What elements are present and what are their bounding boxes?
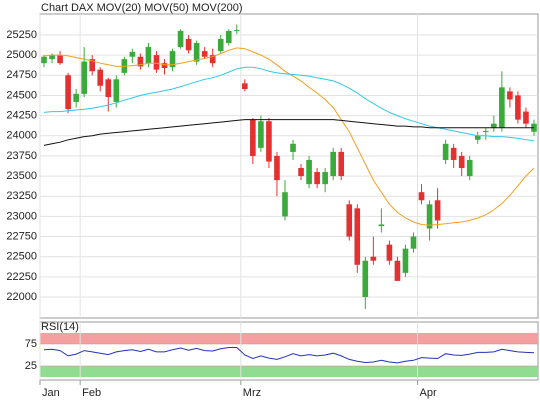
y-tick-label: 25 bbox=[25, 360, 37, 372]
legend-label: MOV(200) bbox=[192, 2, 243, 14]
candle-body bbox=[458, 155, 465, 169]
candle-body bbox=[523, 111, 529, 124]
x-tick-label: Jan bbox=[42, 387, 60, 399]
y-tick-label: 22500 bbox=[6, 251, 37, 263]
candle-body bbox=[338, 151, 345, 177]
candle-body bbox=[386, 244, 393, 261]
candle-body bbox=[209, 55, 216, 64]
moving-average-line bbox=[43, 119, 534, 146]
y-tick-label: 22250 bbox=[6, 271, 37, 283]
candle-body bbox=[274, 155, 280, 181]
moving-average-line bbox=[43, 66, 535, 142]
candle-body bbox=[314, 172, 320, 185]
x-tick-label: Feb bbox=[82, 387, 101, 399]
candle-body bbox=[466, 159, 473, 177]
candle-body bbox=[57, 55, 63, 64]
candle-body bbox=[169, 51, 176, 68]
candle-body bbox=[298, 168, 304, 177]
candle-body bbox=[266, 121, 272, 162]
candle-body bbox=[410, 236, 417, 249]
candle-body bbox=[482, 130, 489, 132]
candle-body bbox=[322, 172, 328, 185]
candle-body bbox=[97, 69, 104, 86]
candle-body bbox=[89, 59, 96, 72]
candle-body bbox=[290, 143, 296, 152]
candle-body bbox=[153, 55, 160, 70]
candle-body bbox=[507, 91, 513, 100]
candle-body bbox=[418, 192, 425, 201]
candle-body bbox=[330, 151, 336, 177]
candle-body bbox=[113, 79, 120, 102]
candle-body bbox=[217, 38, 224, 52]
candle-body bbox=[49, 55, 55, 60]
candle-body bbox=[145, 47, 152, 64]
y-tick-label: 25000 bbox=[6, 49, 37, 61]
y-tick-label: 23750 bbox=[6, 150, 37, 162]
y-tick-label: 24750 bbox=[6, 69, 37, 81]
candle-body bbox=[450, 147, 457, 160]
candle-body bbox=[41, 56, 47, 64]
y-tick-label: 25250 bbox=[6, 29, 37, 41]
candle-body bbox=[161, 63, 168, 69]
candle-body bbox=[515, 95, 521, 120]
candle-body bbox=[242, 83, 248, 89]
candle-body bbox=[394, 260, 401, 281]
y-tick-label: 75 bbox=[25, 338, 37, 350]
rsi-overbought-band bbox=[40, 333, 538, 344]
candle-body bbox=[354, 208, 361, 265]
candle-body bbox=[306, 159, 312, 185]
candle-body bbox=[499, 87, 505, 128]
y-tick-label: 23500 bbox=[6, 170, 37, 182]
candle-body bbox=[474, 135, 481, 140]
y-tick-label: 24250 bbox=[6, 110, 37, 122]
chart-title: Chart DAX bbox=[41, 2, 94, 14]
candle-body bbox=[65, 75, 71, 110]
x-tick-label: Mrz bbox=[243, 387, 261, 399]
candle-body bbox=[193, 43, 200, 62]
legend-label: MOV(50) bbox=[144, 2, 189, 14]
y-tick-label: 24000 bbox=[6, 130, 37, 142]
candle-body bbox=[442, 143, 449, 160]
y-tick-label: 24500 bbox=[6, 89, 37, 101]
legend: Chart DAX MOV(20) MOV(50) MOV(200) bbox=[41, 2, 243, 14]
candle-body bbox=[426, 204, 433, 229]
candle-body bbox=[129, 51, 136, 57]
candle-body bbox=[177, 30, 184, 48]
legend-label: MOV(20) bbox=[97, 2, 142, 14]
y-tick-label: 23250 bbox=[6, 190, 37, 202]
candle-body bbox=[105, 79, 112, 98]
candle-body bbox=[434, 200, 441, 221]
candle-body bbox=[201, 51, 208, 57]
candle-body bbox=[370, 256, 377, 261]
rsi-line bbox=[43, 347, 535, 364]
candle-body bbox=[258, 121, 264, 148]
x-tick-label: Apr bbox=[420, 387, 437, 399]
candle-body bbox=[491, 123, 497, 128]
y-tick-label: 22750 bbox=[6, 230, 37, 242]
rsi-title: RSI(14) bbox=[41, 321, 79, 333]
candle-body bbox=[250, 119, 256, 156]
candle-body bbox=[378, 224, 385, 227]
candle-body bbox=[73, 93, 79, 102]
candle-body bbox=[282, 192, 288, 217]
y-tick-label: 22000 bbox=[6, 291, 37, 303]
candle-body bbox=[402, 248, 409, 273]
candle-body bbox=[362, 260, 369, 298]
candle-body bbox=[225, 30, 232, 44]
candle-body bbox=[346, 204, 353, 237]
candle-body bbox=[81, 61, 87, 94]
candle-body bbox=[137, 56, 144, 67]
candle-body bbox=[233, 30, 240, 32]
candle-body bbox=[185, 38, 192, 51]
y-tick-label: 23000 bbox=[6, 210, 37, 222]
rsi-oversold-band bbox=[40, 366, 538, 377]
